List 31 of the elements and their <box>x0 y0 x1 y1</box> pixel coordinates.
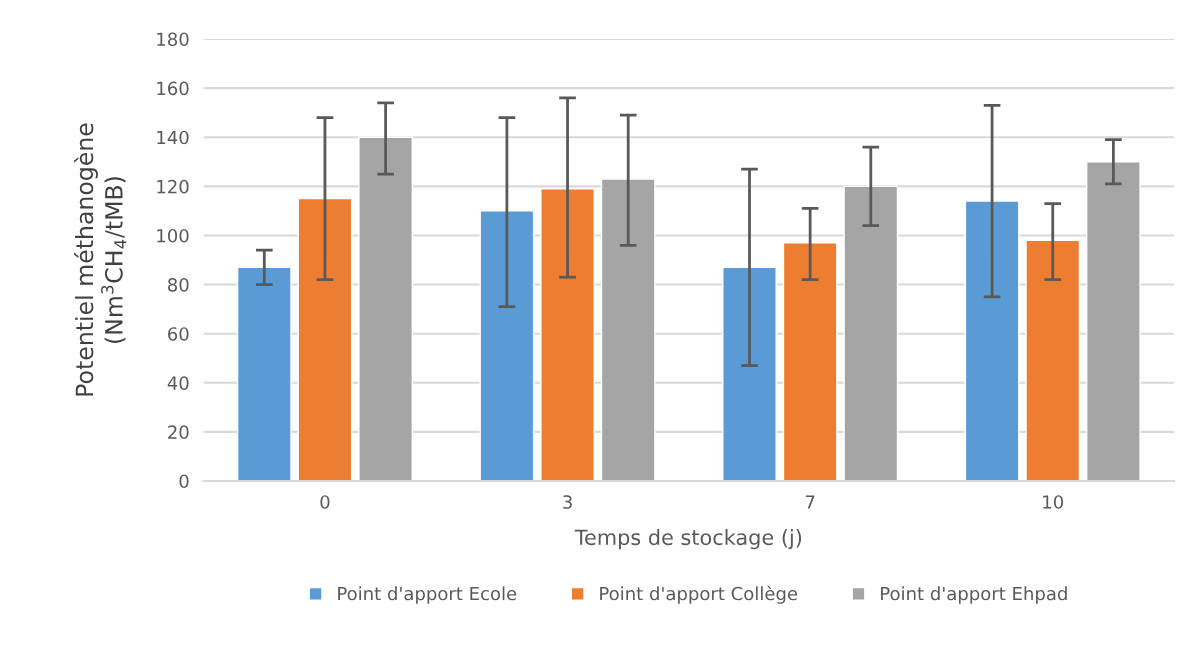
bar <box>843 185 899 481</box>
bar <box>297 197 353 481</box>
bar <box>782 242 838 481</box>
y-tick-label: 0 <box>179 474 189 489</box>
y-tick-label: 140 <box>157 130 189 145</box>
y-tick-label: 180 <box>157 32 189 47</box>
legend-label: Point d'apport Ehpad <box>881 586 1067 604</box>
bar <box>1025 239 1081 481</box>
bar <box>722 266 777 481</box>
bar <box>236 266 292 481</box>
x-tick-label: 10 <box>1043 495 1064 509</box>
legend-label: Point d'apport Collège <box>600 585 798 604</box>
x-tick-label: 7 <box>805 495 815 509</box>
y-tick-label: 80 <box>168 278 189 292</box>
bar <box>600 178 656 481</box>
y-tick-label: 60 <box>168 327 189 341</box>
bar <box>964 200 1020 481</box>
y-tick-label: 40 <box>167 376 189 390</box>
x-tick-label: 3 <box>563 495 572 509</box>
x-tick-label: 0 <box>320 495 330 509</box>
legend-label: Point d'apport Ecole <box>338 586 517 604</box>
y-tick-label: 100 <box>157 228 189 243</box>
y-tick-label: 160 <box>157 81 189 96</box>
bar <box>1086 161 1141 481</box>
y-tick-label: 20 <box>168 425 189 440</box>
bar <box>540 188 595 481</box>
x-axis-title: Temps de stockage (j) <box>574 529 802 550</box>
y-tick-label: 120 <box>157 179 189 194</box>
bar <box>479 210 535 481</box>
y-axis-title: Potentiel méthanogène (Nm$^{3}$CH$_{4}$/tMB) <box>74 123 127 396</box>
bar <box>358 136 413 481</box>
